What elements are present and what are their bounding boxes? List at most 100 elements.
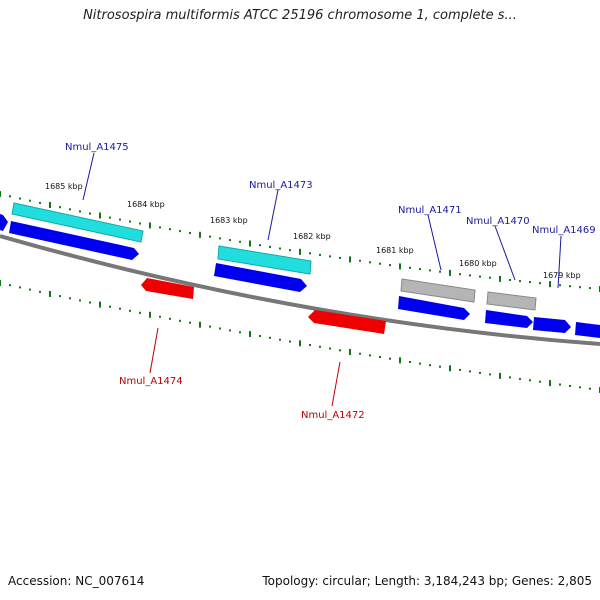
minor-tick [419,362,421,365]
minor-tick [69,208,71,211]
minor-tick [89,301,91,304]
minor-tick [439,270,441,273]
major-tick [249,331,251,338]
gene-label-nmul-a1470[interactable]: Nmul_A1470 [466,216,530,227]
leader-nmul-a1475 [82,152,95,201]
minor-tick [529,379,531,382]
minor-tick [409,266,411,269]
gene-nmul-a1471-feature[interactable] [400,278,476,303]
minor-tick [209,325,211,328]
minor-tick [389,264,391,267]
major-tick [149,222,151,229]
leader-nmul-a1469 [557,235,562,289]
minor-tick [589,287,591,290]
minor-tick [559,284,561,287]
minor-tick [129,220,131,223]
gene-label-nmul-a1474[interactable]: Nmul_A1474 [119,376,183,387]
minor-tick [109,305,111,308]
minor-tick [119,218,121,221]
major-tick [199,231,201,238]
minor-tick [309,252,311,255]
leader-nmul-a1470 [494,225,516,281]
gene-label-nmul-a1475[interactable]: Nmul_A1475 [65,142,129,153]
minor-tick [39,290,41,293]
major-tick [549,281,551,288]
minor-tick [229,329,231,332]
gene-label-nmul-a1472[interactable]: Nmul_A1472 [301,410,365,421]
minor-tick [219,237,221,240]
scale-label-1682: 1682 kbp [293,232,331,241]
minor-tick [429,364,431,367]
major-tick [449,365,451,372]
minor-tick [39,201,41,204]
minor-tick [439,365,441,368]
cds-reverse-nmul-a1472[interactable] [308,310,386,334]
minor-tick [509,376,511,379]
cds-forward-6[interactable] [575,322,600,338]
minor-tick [529,281,531,284]
gene-nmul-a1470-feature[interactable] [486,291,537,311]
gene-label-nmul-a1473[interactable]: Nmul_A1473 [249,180,313,191]
cds-forward-4[interactable] [485,310,533,328]
minor-tick [469,274,471,277]
chromosome-backbone [0,234,600,346]
minor-tick [379,356,381,358]
scale-label-1681: 1681 kbp [376,246,414,255]
cds-forward-5[interactable] [533,317,571,333]
major-tick [399,357,401,364]
minor-tick [359,352,361,355]
minor-tick [359,259,361,262]
minor-tick [239,240,241,243]
minor-tick [139,311,141,314]
minor-tick [459,273,461,276]
cds-reverse-nmul-a1474[interactable] [141,278,194,299]
cds-forward-left-edge[interactable] [0,214,8,231]
minor-tick [89,212,91,215]
minor-tick [59,295,61,298]
minor-tick [219,327,221,330]
gene-nmul-a1473-feature[interactable] [217,245,312,275]
minor-tick [79,299,81,302]
minor-tick [369,261,371,264]
map-title: Nitrosospira multiformis ATCC 25196 chro… [83,8,517,23]
minor-tick [29,288,31,291]
minor-tick [329,347,331,350]
major-tick [449,269,451,276]
minor-tick [129,309,131,312]
minor-tick [269,336,271,339]
minor-tick [429,269,431,272]
minor-tick [569,384,571,387]
minor-tick [319,253,321,256]
minor-tick [289,340,291,343]
minor-tick [139,222,141,225]
minor-tick [469,370,471,373]
minor-tick [169,317,171,320]
minor-tick [179,230,181,233]
gene-label-nmul-a1471[interactable]: Nmul_A1471 [398,205,462,216]
minor-tick [579,286,581,289]
minor-tick [489,276,491,279]
cds-forward-1[interactable] [9,221,139,260]
gene-nmul-a1475-feature[interactable] [11,202,144,243]
inner-tick-row [0,280,600,393]
major-tick [199,321,201,328]
minor-tick [29,199,31,202]
accession-text: Accession: NC_007614 [8,574,145,588]
minor-tick [519,280,521,283]
gene-label-nmul-a1469[interactable]: Nmul_A1469 [532,225,596,236]
major-tick [349,349,351,355]
cds-forward-3[interactable] [398,296,470,320]
cds-forward-2[interactable] [214,263,307,292]
minor-tick [539,380,541,383]
leader-nmul-a1471 [427,214,442,271]
minor-tick [189,232,191,234]
minor-tick [339,256,341,259]
major-tick [99,301,101,308]
major-tick [349,256,351,263]
minor-tick [559,383,561,386]
scale-label-1685: 1685 kbp [45,182,83,191]
minor-tick [479,275,481,278]
minor-tick [9,284,11,287]
major-tick [149,311,151,318]
